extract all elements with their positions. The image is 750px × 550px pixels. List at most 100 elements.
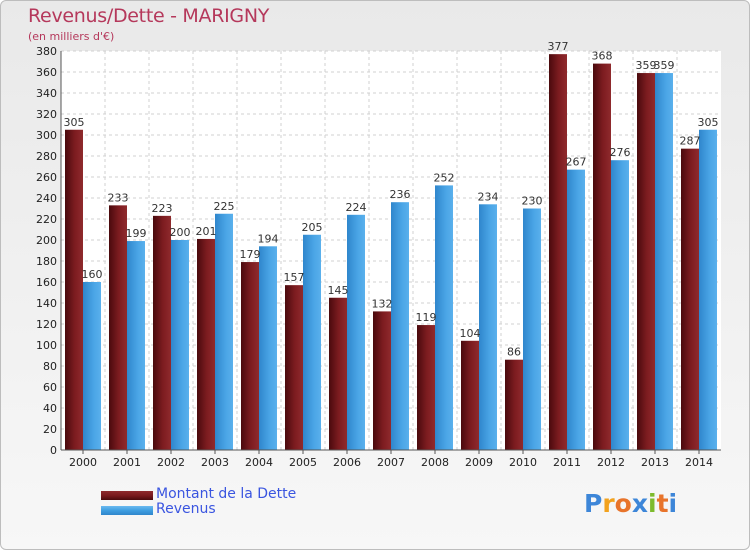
- bar-revenus: [127, 241, 145, 450]
- bar-dette: [549, 54, 567, 451]
- y-tick-label: 120: [36, 318, 57, 331]
- bar-dette: [593, 63, 611, 450]
- data-label: 119: [416, 311, 437, 324]
- data-label: 236: [390, 188, 411, 201]
- logo-letter: P: [584, 489, 603, 518]
- data-label: 267: [566, 156, 587, 169]
- bar-dette: [681, 148, 699, 450]
- data-label: 104: [460, 327, 481, 340]
- x-tick-label: 2010: [509, 456, 537, 469]
- bar-revenus: [303, 234, 321, 450]
- y-tick-label: 220: [36, 213, 57, 226]
- x-tick-label: 2013: [641, 456, 669, 469]
- bar-dette: [241, 262, 259, 450]
- data-label: 200: [170, 226, 191, 239]
- bar-dette: [65, 129, 83, 450]
- chart-title: Revenus/Dette - MARIGNY: [28, 5, 270, 27]
- data-label: 194: [258, 232, 279, 245]
- data-label: 223: [152, 202, 173, 215]
- data-label: 157: [284, 271, 305, 284]
- data-labels: 305 160 233 199 223 200 201 225 179 194 157 205 145 2…: [64, 40, 719, 359]
- legend-swatch-dette: [101, 491, 153, 500]
- chart-subtitle: (en milliers d'€): [28, 30, 115, 43]
- legend-label-dette: Montant de la Dette: [156, 486, 297, 502]
- logo-letter: t: [656, 489, 669, 518]
- proxiti-logo: Proxiti: [584, 489, 677, 518]
- bar-dette: [197, 238, 215, 450]
- y-tick-label: 180: [36, 255, 57, 268]
- data-label: 205: [302, 221, 323, 234]
- x-tick-label: 2001: [113, 456, 141, 469]
- bar-revenus: [523, 208, 541, 450]
- data-label: 368: [592, 50, 613, 63]
- x-tick-label: 2009: [465, 456, 493, 469]
- legend-swatch-revenus: [101, 506, 153, 515]
- logo-letter: o: [614, 489, 632, 518]
- x-tick-label: 2006: [333, 456, 361, 469]
- data-label: 132: [372, 297, 393, 310]
- bar-dette: [637, 73, 655, 451]
- y-tick-label: 20: [43, 423, 57, 436]
- data-label: 305: [64, 116, 85, 129]
- bar-revenus: [391, 202, 409, 450]
- x-tick-label: 2003: [201, 456, 229, 469]
- data-label: 252: [434, 171, 455, 184]
- y-tick-label: 280: [36, 150, 57, 163]
- data-label: 276: [610, 146, 631, 159]
- y-tick-label: 380: [36, 45, 57, 58]
- data-label: 359: [654, 59, 675, 72]
- bars: [65, 54, 717, 451]
- y-tick-label: 260: [36, 171, 57, 184]
- bar-dette: [153, 215, 171, 450]
- bar-revenus: [567, 169, 585, 450]
- bar-revenus: [655, 73, 673, 451]
- y-tick-label: 300: [36, 129, 57, 142]
- data-label: 225: [214, 200, 235, 213]
- y-tick-label: 340: [36, 87, 57, 100]
- bar-revenus: [347, 214, 365, 450]
- y-tick-label: 160: [36, 276, 57, 289]
- bar-dette: [505, 359, 523, 450]
- bar-dette: [285, 285, 303, 450]
- bar-revenus: [699, 129, 717, 450]
- bar-dette: [373, 311, 391, 450]
- y-tick-label: 240: [36, 192, 57, 205]
- bar-dette: [109, 205, 127, 450]
- x-tick-label: 2011: [553, 456, 581, 469]
- x-tick-label: 2004: [245, 456, 273, 469]
- legend-label-revenus: Revenus: [156, 501, 216, 517]
- bar-dette: [461, 340, 479, 450]
- y-tick-label: 320: [36, 108, 57, 121]
- data-label: 201: [196, 225, 217, 238]
- logo-letter: i: [648, 489, 657, 518]
- x-tick-label: 2005: [289, 456, 317, 469]
- bar-revenus: [479, 204, 497, 450]
- y-tick-label: 80: [43, 360, 57, 373]
- bar-revenus: [83, 282, 101, 450]
- bar-revenus: [259, 246, 277, 450]
- data-label: 377: [548, 40, 569, 53]
- data-label: 145: [328, 284, 349, 297]
- y-tick-label: 200: [36, 234, 57, 247]
- y-tick-label: 100: [36, 339, 57, 352]
- y-tick-label: 0: [50, 444, 57, 457]
- data-label: 230: [522, 195, 543, 208]
- data-label: 359: [636, 59, 657, 72]
- axes: 0 20 40 60 80 100 120 140 160 180 200 220 240 260 280 3…: [36, 45, 721, 469]
- bar-revenus: [215, 213, 233, 450]
- bar-revenus: [435, 185, 453, 450]
- bar-dette: [417, 325, 435, 450]
- logo-letter: r: [602, 489, 615, 518]
- bar-revenus: [171, 240, 189, 450]
- x-tick-label: 2000: [69, 456, 97, 469]
- data-label: 287: [680, 135, 701, 148]
- x-tick-label: 2014: [685, 456, 713, 469]
- logo-letter: x: [631, 489, 648, 518]
- data-label: 86: [507, 346, 521, 359]
- data-label: 224: [346, 201, 367, 214]
- logo-letter: i: [668, 489, 678, 518]
- data-label: 234: [478, 190, 499, 203]
- bar-revenus: [611, 160, 629, 450]
- x-tick-label: 2008: [421, 456, 449, 469]
